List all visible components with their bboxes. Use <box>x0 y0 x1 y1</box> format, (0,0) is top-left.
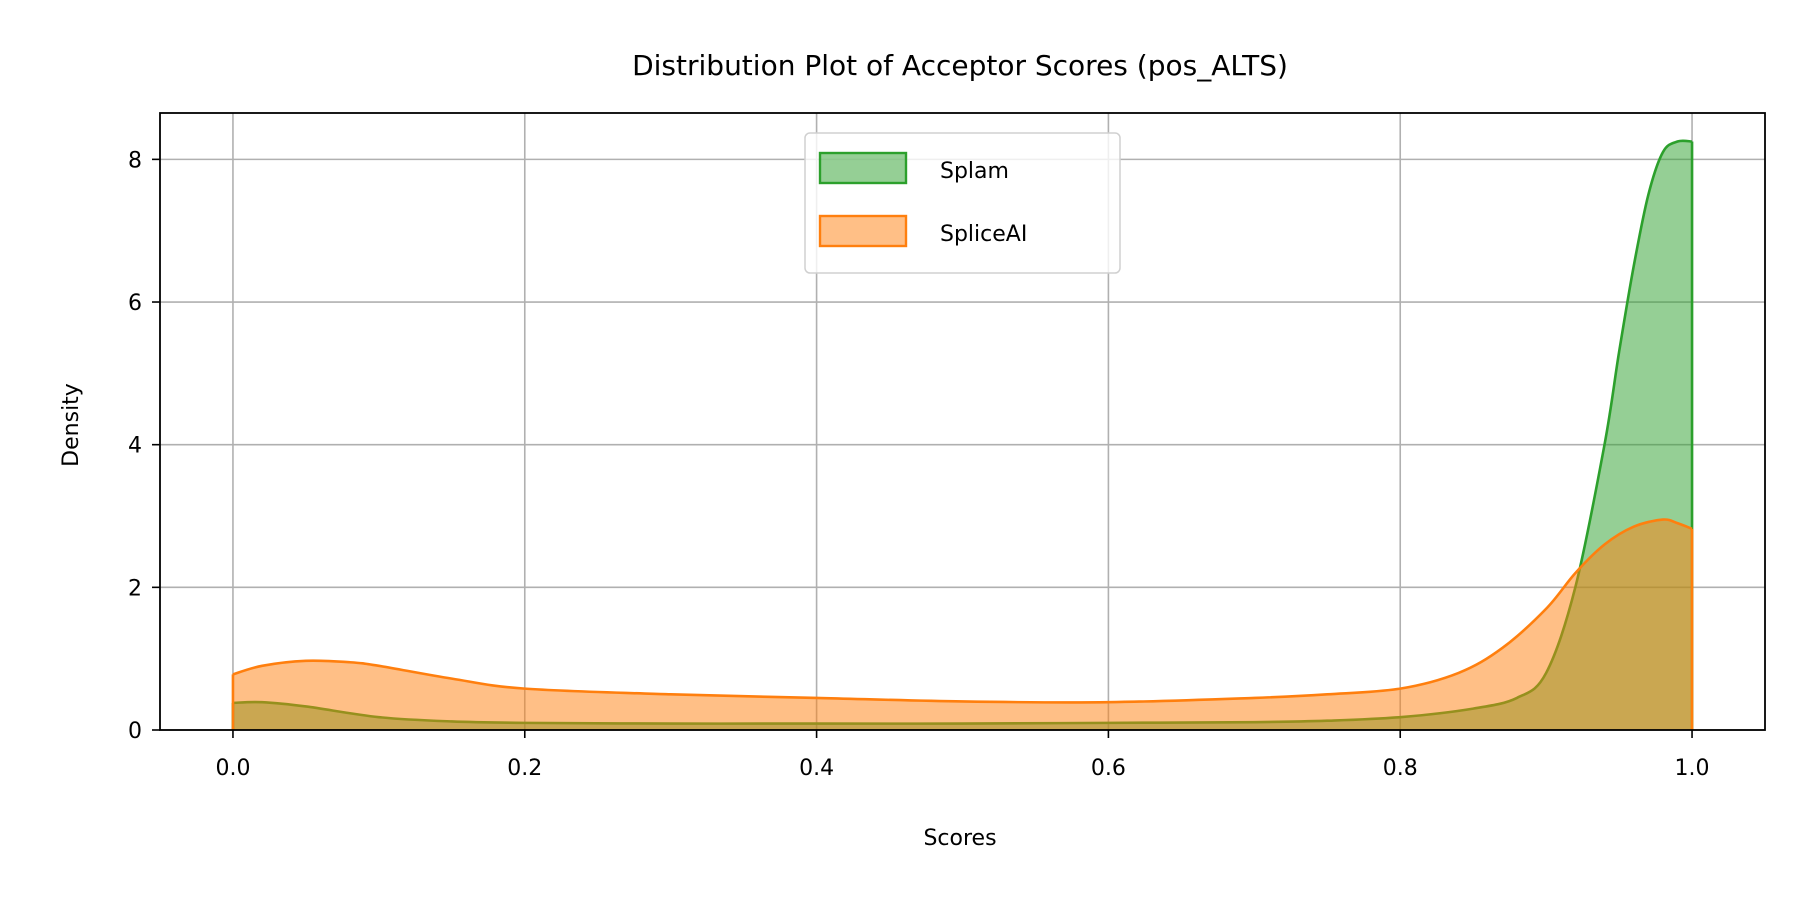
legend-swatch-spliceai <box>820 216 906 246</box>
x-axis-label: Scores <box>923 826 996 851</box>
y-axis-label: Density <box>59 383 84 467</box>
y-tick-label: 2 <box>128 576 142 601</box>
legend: Splam SpliceAI <box>805 133 1120 273</box>
y-tick-label: 0 <box>128 719 142 744</box>
legend-label-splam: Splam <box>940 159 1009 184</box>
x-tick-label: 0.2 <box>507 756 542 781</box>
legend-label-spliceai: SpliceAI <box>940 222 1027 247</box>
x-tick-label: 0.6 <box>1091 756 1126 781</box>
y-tick-label: 8 <box>128 148 142 173</box>
y-tick-label: 6 <box>128 291 142 316</box>
x-tick-label: 0.4 <box>799 756 834 781</box>
x-tick-label: 1.0 <box>1675 756 1710 781</box>
chart-title: Distribution Plot of Acceptor Scores (po… <box>632 49 1288 82</box>
y-tick-label: 4 <box>128 434 142 459</box>
x-tick-label: 0.0 <box>215 756 250 781</box>
legend-swatch-splam <box>820 153 906 183</box>
x-tick-label: 0.8 <box>1383 756 1418 781</box>
